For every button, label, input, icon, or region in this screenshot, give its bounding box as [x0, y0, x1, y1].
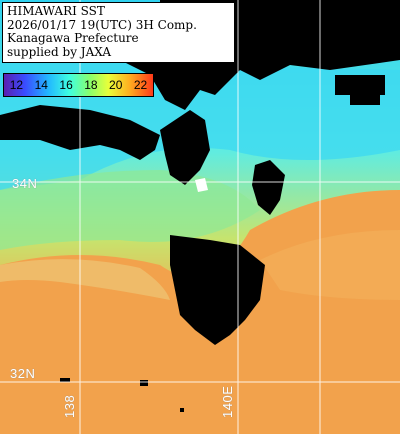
oshima-island: [170, 235, 265, 345]
legend-label: 14: [34, 78, 48, 92]
title-line-4: supplied by JAXA: [7, 44, 112, 59]
lon-label-138: 138: [62, 394, 77, 418]
izu-peninsula: [160, 110, 210, 185]
transition-water-region: [0, 170, 260, 250]
legend-label: 18: [84, 78, 98, 92]
legend-label: 16: [59, 78, 73, 92]
warm-eddy: [260, 230, 400, 300]
temperature-legend: 12 14 16 18 20 22: [3, 73, 154, 97]
lat-label-32n: 32N: [10, 366, 36, 381]
boso-peninsula: [252, 160, 285, 215]
lat-label-34n: 34N: [12, 176, 38, 191]
legend-label: 22: [133, 78, 148, 92]
title-line-3: Kanagawa Prefecture: [7, 31, 139, 45]
legend-label: 12: [9, 78, 24, 92]
legend-label: 20: [109, 78, 123, 92]
map-title-box: HIMAWARI SST 2026/01/17 19(UTC) 3H Comp.…: [2, 2, 235, 63]
warm-tongue: [0, 259, 170, 300]
title-line-1: HIMAWARI SST: [7, 4, 105, 18]
title-line-2: 2026/01/17 19(UTC) 3H Comp.: [7, 17, 197, 32]
lon-label-140e: 140E: [220, 385, 235, 418]
